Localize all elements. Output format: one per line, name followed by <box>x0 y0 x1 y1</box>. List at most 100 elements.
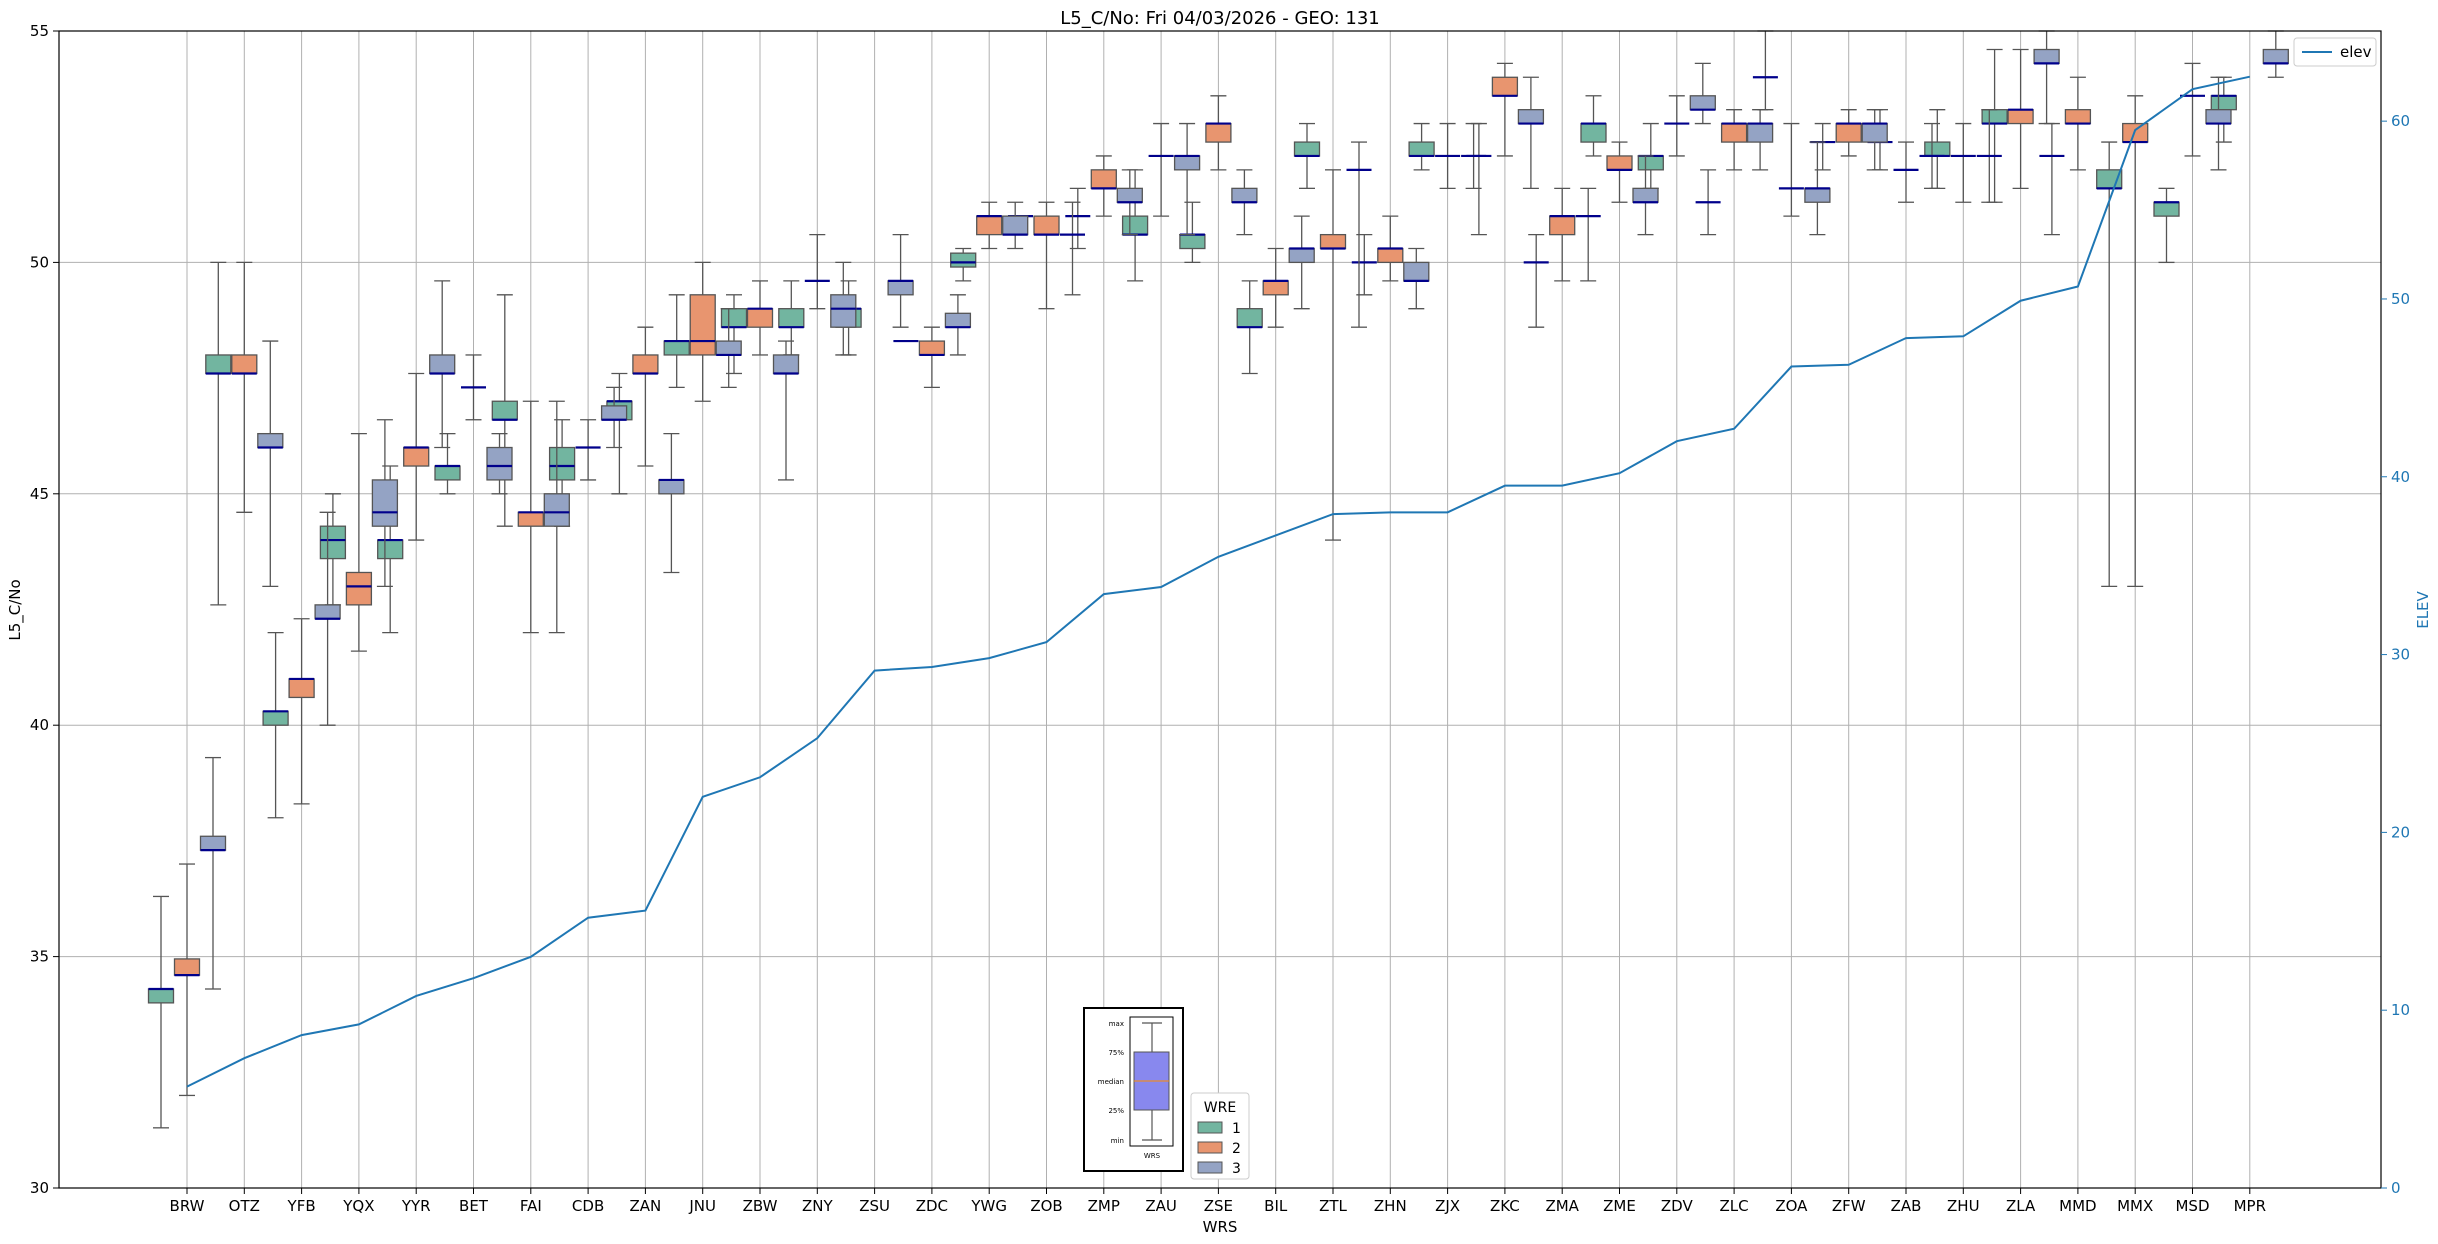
box-wre1-ZME <box>1580 95 1607 157</box>
box-iqr <box>1549 215 1576 236</box>
y-axis-ticks: 30 35 40 45 50 55 <box>30 22 59 1197</box>
box-wre2-ZAB <box>1893 141 1919 203</box>
box-iqr <box>1090 169 1117 190</box>
box-iqr <box>1377 247 1404 264</box>
y2-tick-label: 0 <box>2391 1179 2401 1197</box>
box-iqr <box>1033 215 1060 236</box>
box-wre3-MPR <box>2262 30 2289 78</box>
box-wre3-YQX <box>371 419 399 588</box>
plot-frame <box>58 30 2382 1189</box>
x-tick-label: ZLA <box>2006 1197 2036 1215</box>
box-iqr <box>2205 109 2232 125</box>
x-tick-label: ZDC <box>916 1197 948 1215</box>
box-wre1-ZSE <box>1179 201 1206 264</box>
box-iqr <box>345 571 373 606</box>
box-wre3-ZAB <box>1919 122 1945 190</box>
box-wre2-ZHN <box>1377 215 1404 282</box>
box-wre3-ZSE <box>1231 169 1258 236</box>
x-axis-label: WRS <box>1203 1218 1238 1236</box>
box-iqr <box>1517 109 1545 125</box>
box-wre3-BET <box>486 432 513 495</box>
y-tick-label: 45 <box>30 485 49 503</box>
box-wre3-FAI <box>543 400 570 634</box>
box-wre3-ZAU <box>1173 122 1201 236</box>
x-tick-label: ZBW <box>743 1197 778 1215</box>
x-tick-label: YQX <box>342 1197 374 1215</box>
box-iqr <box>403 446 430 467</box>
x-tick-label: ZJX <box>1435 1197 1460 1215</box>
elev-line-series <box>186 75 2251 1088</box>
box-wre1-ZBW <box>720 294 748 375</box>
box-iqr <box>2153 201 2180 217</box>
x-tick-label: BIL <box>1264 1197 1288 1215</box>
box-iqr <box>1262 280 1289 296</box>
box-wre1-YFB <box>262 631 289 819</box>
box-iqr <box>2007 109 2034 125</box>
y2-tick-label: 60 <box>2391 112 2410 130</box>
x-tick-label: ZDV <box>1661 1197 1694 1215</box>
wre-legend-swatch-1 <box>1197 1121 1223 1134</box>
key-xlabel: WRS <box>1144 1152 1161 1160</box>
box-iqr <box>1580 122 1607 143</box>
box-iqr <box>371 479 399 527</box>
box-iqr <box>377 539 404 560</box>
x-tick-label: ZME <box>1603 1197 1636 1215</box>
box-iqr <box>429 354 456 375</box>
box-wre3-ZAN <box>658 432 685 574</box>
box-wre1-JNU <box>663 294 690 389</box>
box-wre2-YFB <box>288 618 315 805</box>
box-wre1-ZMA <box>1523 233 1549 328</box>
y-tick-label: 40 <box>30 716 49 734</box>
elev-line <box>186 75 2251 1088</box>
box-iqr <box>434 465 461 481</box>
box-iqr <box>689 294 716 356</box>
box-wre2-ZMA <box>1549 187 1576 282</box>
box-wre2-YWG <box>976 201 1003 250</box>
box-wre2-ZSE <box>1205 95 1232 171</box>
box-iqr <box>1632 187 1659 203</box>
box-iqr <box>1205 122 1232 143</box>
box-wre3-ZHN <box>1403 247 1430 310</box>
boxplot-key-inset: max 75% median 25% min WRS <box>1083 1007 1184 1172</box>
box-iqr <box>1606 155 1633 171</box>
box-iqr <box>205 354 232 375</box>
box-wre3-ZNY <box>830 261 857 356</box>
x-tick-label: ZSU <box>859 1197 890 1215</box>
box-wre1-YWG <box>950 247 977 282</box>
x-tick-label: BET <box>459 1197 489 1215</box>
key-label-min: min <box>1111 1137 1124 1145</box>
box-iqr <box>314 604 341 620</box>
y2-tick-label: 10 <box>2391 1001 2410 1019</box>
box-wre3-ZTL <box>1346 141 1372 328</box>
box-wre3-YWG <box>1002 201 1029 250</box>
box-iqr <box>1746 122 1774 143</box>
box-iqr <box>1179 233 1206 250</box>
x-tick-label: ZTL <box>1319 1197 1347 1215</box>
x-tick-label: ZHU <box>1947 1197 1980 1215</box>
x-tick-label: ZNY <box>802 1197 833 1215</box>
box-wre3-CDB <box>600 386 628 449</box>
box-wre1-MSD <box>2153 187 2180 264</box>
box-iqr <box>1116 187 1143 203</box>
box-iqr <box>2033 48 2060 65</box>
y2-tick-label: 20 <box>2391 823 2410 841</box>
box-wre2-ZAU <box>1148 122 1174 217</box>
x-tick-label: JNU <box>688 1197 716 1215</box>
elev-legend: elev <box>2293 37 2377 67</box>
box-wre1-CDB <box>548 419 576 527</box>
box-wre1-OTZ <box>205 261 232 606</box>
box-iqr <box>1231 187 1258 203</box>
box-wre1-MMX <box>2096 141 2123 588</box>
box-iqr <box>887 280 914 296</box>
box-wre3-ZHU <box>1976 109 2002 203</box>
box-wre1-ZMP <box>1065 187 1091 250</box>
x-tick-label: CDB <box>572 1197 604 1215</box>
wre-legend-swatch-2 <box>1197 1141 1223 1154</box>
x-tick-label: ZOA <box>1775 1197 1808 1215</box>
box-iqr <box>262 710 289 726</box>
box-iqr <box>1924 141 1951 157</box>
box-wre2-ZTL <box>1319 169 1347 541</box>
box-wre1-ZAU <box>1121 169 1149 282</box>
wre-legend: WRE 1 2 3 <box>1190 1092 1250 1180</box>
box-wre2-FAI <box>517 400 544 634</box>
